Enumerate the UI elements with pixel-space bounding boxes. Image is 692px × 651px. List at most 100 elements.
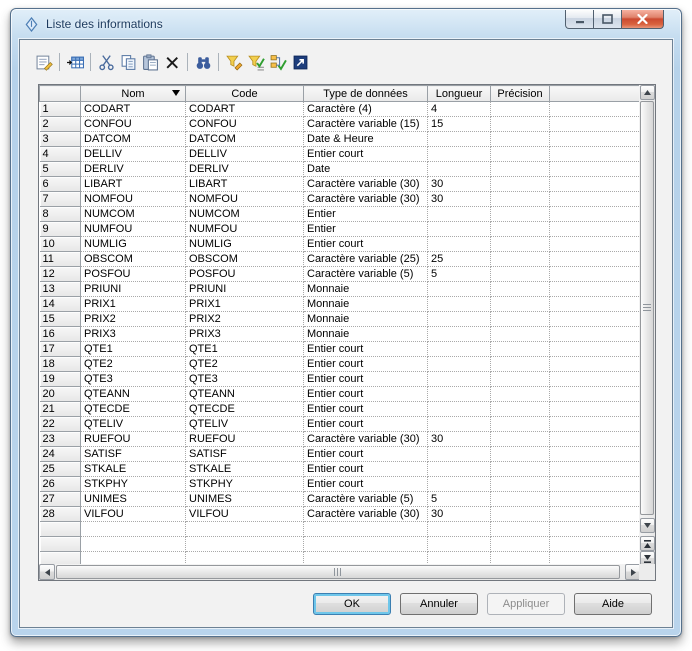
cell-precision[interactable] — [490, 431, 550, 447]
horizontal-scroll-track[interactable] — [55, 564, 625, 580]
table-row[interactable]: 11 OBSCOM OBSCOM Caractère variable (25)… — [39, 251, 641, 267]
table-row[interactable]: 3 DATCOM DATCOM Date & Heure — [39, 131, 641, 147]
cell-code[interactable]: PRIX2 — [185, 311, 304, 327]
cell-code[interactable]: POSFOU — [185, 266, 304, 282]
cell-longueur[interactable] — [427, 206, 491, 222]
cell-type[interactable]: Entier court — [303, 416, 428, 432]
table-row[interactable]: 18 QTE2 QTE2 Entier court — [39, 356, 641, 372]
horizontal-scrollbar[interactable] — [39, 564, 641, 580]
apply-filter-button[interactable] — [245, 51, 267, 73]
row-number-cell[interactable]: 16 — [39, 326, 81, 342]
cell-type[interactable]: Entier — [303, 221, 428, 237]
cell-nom[interactable]: QTE2 — [80, 356, 186, 372]
column-header-precision[interactable]: Précision — [490, 85, 550, 102]
cell-longueur[interactable]: 5 — [427, 491, 491, 507]
table-row[interactable]: 15 PRIX2 PRIX2 Monnaie — [39, 311, 641, 327]
cell-longueur[interactable] — [427, 236, 491, 252]
cell-code[interactable]: STKPHY — [185, 476, 304, 492]
cell-nom[interactable]: QTE3 — [80, 371, 186, 387]
cell-precision[interactable] — [490, 236, 550, 252]
cell-precision[interactable] — [490, 266, 550, 282]
table-row[interactable]: 17 QTE1 QTE1 Entier court — [39, 341, 641, 357]
cell-nom[interactable]: NUMCOM — [80, 206, 186, 222]
scroll-right-button[interactable] — [625, 564, 641, 580]
cell-longueur[interactable] — [427, 296, 491, 312]
cut-button[interactable] — [95, 51, 117, 73]
cell-longueur[interactable]: 25 — [427, 251, 491, 267]
cell-type[interactable]: Entier court — [303, 446, 428, 462]
close-button[interactable] — [622, 10, 664, 29]
minimize-button[interactable] — [565, 10, 594, 29]
row-number-cell[interactable]: 10 — [39, 236, 81, 252]
cell-nom[interactable]: STKPHY — [80, 476, 186, 492]
cell-nom[interactable]: LIBART — [80, 176, 186, 192]
row-number-cell[interactable]: 20 — [39, 386, 81, 402]
cell-type[interactable]: Caractère variable (25) — [303, 251, 428, 267]
cell-nom[interactable]: POSFOU — [80, 266, 186, 282]
row-number-cell[interactable]: 3 — [39, 131, 81, 147]
row-number-cell[interactable]: 5 — [39, 161, 81, 177]
cell-precision[interactable] — [490, 296, 550, 312]
cell-type[interactable] — [303, 521, 428, 537]
table-row[interactable]: 7 NOMFOU NOMFOU Caractère variable (30) … — [39, 191, 641, 207]
cell-precision[interactable] — [490, 386, 550, 402]
cell-nom[interactable]: NUMLIG — [80, 236, 186, 252]
scroll-left-button[interactable] — [39, 564, 55, 580]
cell-type[interactable]: Entier — [303, 206, 428, 222]
table-row[interactable]: 6 LIBART LIBART Caractère variable (30) … — [39, 176, 641, 192]
row-number-cell[interactable]: 27 — [39, 491, 81, 507]
cell-nom[interactable]: DELLIV — [80, 146, 186, 162]
cell-nom[interactable]: RUEFOU — [80, 431, 186, 447]
cell-nom[interactable]: QTELIV — [80, 416, 186, 432]
table-row[interactable]: 4 DELLIV DELLIV Entier court — [39, 146, 641, 162]
table-row[interactable] — [39, 521, 641, 537]
column-header-type[interactable]: Type de données — [303, 85, 428, 102]
cell-type[interactable]: Entier court — [303, 476, 428, 492]
cell-nom[interactable] — [80, 521, 186, 537]
table-row[interactable]: 16 PRIX3 PRIX3 Monnaie — [39, 326, 641, 342]
row-number-cell[interactable] — [39, 551, 81, 566]
cell-code[interactable]: NUMCOM — [185, 206, 304, 222]
cell-nom[interactable]: PRIX3 — [80, 326, 186, 342]
cell-nom[interactable]: PRIUNI — [80, 281, 186, 297]
cell-longueur[interactable] — [427, 281, 491, 297]
help-button[interactable]: Aide — [574, 593, 652, 615]
row-number-cell[interactable]: 13 — [39, 281, 81, 297]
properties-button[interactable] — [33, 51, 55, 73]
cell-nom[interactable]: DATCOM — [80, 131, 186, 147]
cell-code[interactable]: PRIUNI — [185, 281, 304, 297]
cell-code[interactable]: SATISF — [185, 446, 304, 462]
cell-code[interactable]: PRIX3 — [185, 326, 304, 342]
table-row[interactable]: 26 STKPHY STKPHY Entier court — [39, 476, 641, 492]
table-row[interactable]: 19 QTE3 QTE3 Entier court — [39, 371, 641, 387]
cell-nom[interactable]: CONFOU — [80, 116, 186, 132]
delete-button[interactable] — [161, 51, 183, 73]
cell-precision[interactable] — [490, 461, 550, 477]
table-row[interactable]: 28 VILFOU VILFOU Caractère variable (30)… — [39, 506, 641, 522]
cell-code[interactable]: DERLIV — [185, 161, 304, 177]
cell-longueur[interactable] — [427, 356, 491, 372]
cell-precision[interactable] — [490, 506, 550, 522]
cell-nom[interactable]: STKALE — [80, 461, 186, 477]
cell-precision[interactable] — [490, 326, 550, 342]
cell-precision[interactable] — [490, 446, 550, 462]
row-number-cell[interactable]: 7 — [39, 191, 81, 207]
cell-type[interactable]: Date — [303, 161, 428, 177]
cell-longueur[interactable] — [427, 521, 491, 537]
cell-precision[interactable] — [490, 101, 550, 117]
cell-type[interactable]: Entier court — [303, 341, 428, 357]
add-row-button[interactable] — [64, 51, 86, 73]
cell-code[interactable]: CONFOU — [185, 116, 304, 132]
row-number-cell[interactable]: 11 — [39, 251, 81, 267]
table-row[interactable]: 14 PRIX1 PRIX1 Monnaie — [39, 296, 641, 312]
cell-type[interactable]: Caractère (4) — [303, 101, 428, 117]
table-row[interactable] — [39, 536, 641, 552]
cell-nom[interactable]: SATISF — [80, 446, 186, 462]
include-subobjects-button[interactable] — [267, 51, 289, 73]
cell-nom[interactable]: PRIX2 — [80, 311, 186, 327]
row-number-cell[interactable]: 15 — [39, 311, 81, 327]
cell-longueur[interactable] — [427, 386, 491, 402]
cell-longueur[interactable] — [427, 461, 491, 477]
maximize-button[interactable] — [594, 10, 622, 29]
cell-longueur[interactable] — [427, 326, 491, 342]
